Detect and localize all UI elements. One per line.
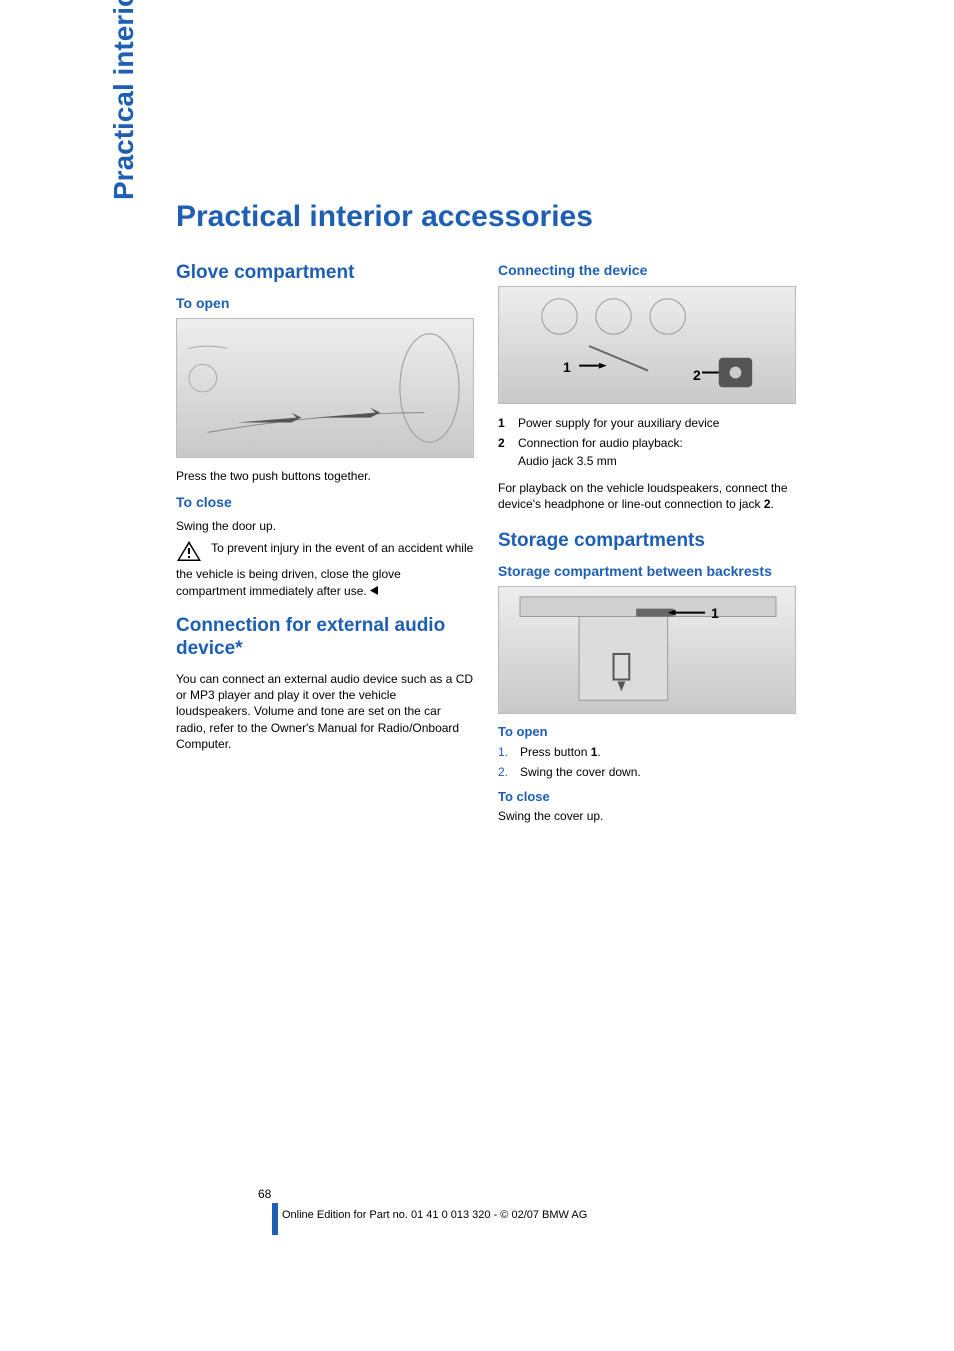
- content-area: Practical interior accessories Glove com…: [176, 200, 796, 834]
- list-item: 2. Swing the cover down.: [498, 763, 796, 781]
- connecting-heading: Connecting the device: [498, 262, 796, 280]
- fig-label-1b: 1: [711, 605, 719, 621]
- left-column: Glove compartment To open Press the two …: [176, 262, 474, 834]
- list-number: 2: [498, 434, 518, 470]
- aux-figure: 1 2: [498, 286, 796, 404]
- glove-heading: Glove compartment: [176, 262, 474, 285]
- fig-label-1: 1: [563, 359, 571, 375]
- storage-close-body: Swing the cover up.: [498, 808, 796, 824]
- list-item: 1 Power supply for your auxiliary device: [498, 414, 796, 432]
- connection-heading: Connection for external audio device*: [176, 615, 474, 661]
- storage-close-heading: To close: [498, 789, 796, 804]
- page-title: Practical interior accessories: [176, 200, 796, 234]
- glove-open-caption: Press the two push buttons together.: [176, 468, 474, 484]
- page-number: 68: [258, 1187, 271, 1201]
- list-item: 1. Press button 1.: [498, 743, 796, 761]
- two-column-layout: Glove compartment To open Press the two …: [176, 262, 796, 834]
- side-tab: Practical interior accessories: [108, 0, 140, 200]
- aux-body: For playback on the vehicle loudspeakers…: [498, 480, 796, 512]
- footer-accent-bar: [272, 1203, 278, 1235]
- list-text: Press button 1.: [520, 743, 601, 761]
- fig-label-2: 2: [693, 367, 701, 383]
- storage-illustration: [499, 587, 795, 713]
- aux-illustration: [499, 287, 795, 403]
- warning-icon: [176, 540, 202, 566]
- end-marker-icon: [370, 583, 379, 599]
- aux-list: 1 Power supply for your auxiliary device…: [498, 414, 796, 470]
- warning-text: To prevent injury in the event of an acc…: [176, 541, 473, 597]
- glove-close-line: Swing the door up.: [176, 518, 474, 534]
- list-number: 1: [498, 414, 518, 432]
- storage-open-heading: To open: [498, 724, 796, 739]
- list-text: Connection for audio playback: Audio jac…: [518, 434, 683, 470]
- list-number: 2.: [498, 763, 520, 781]
- list-item: 2 Connection for audio playback: Audio j…: [498, 434, 796, 470]
- right-column: Connecting the device 1 2: [498, 262, 796, 834]
- storage-figure: 1: [498, 586, 796, 714]
- connection-body: You can connect an external audio device…: [176, 671, 474, 752]
- glove-close-heading: To close: [176, 494, 474, 512]
- storage-open-list: 1. Press button 1. 2. Swing the cover do…: [498, 743, 796, 781]
- list-text: Power supply for your auxiliary device: [518, 414, 719, 432]
- glove-illustration: [177, 319, 473, 457]
- storage-sub: Storage compartment between backrests: [498, 563, 796, 581]
- warning-block: To prevent injury in the event of an acc…: [176, 540, 474, 599]
- glove-figure: [176, 318, 474, 458]
- list-number: 1.: [498, 743, 520, 761]
- glove-open-heading: To open: [176, 295, 474, 313]
- list-text: Swing the cover down.: [520, 763, 641, 781]
- footer-text: Online Edition for Part no. 01 41 0 013 …: [282, 1209, 587, 1221]
- storage-heading: Storage compartments: [498, 530, 796, 553]
